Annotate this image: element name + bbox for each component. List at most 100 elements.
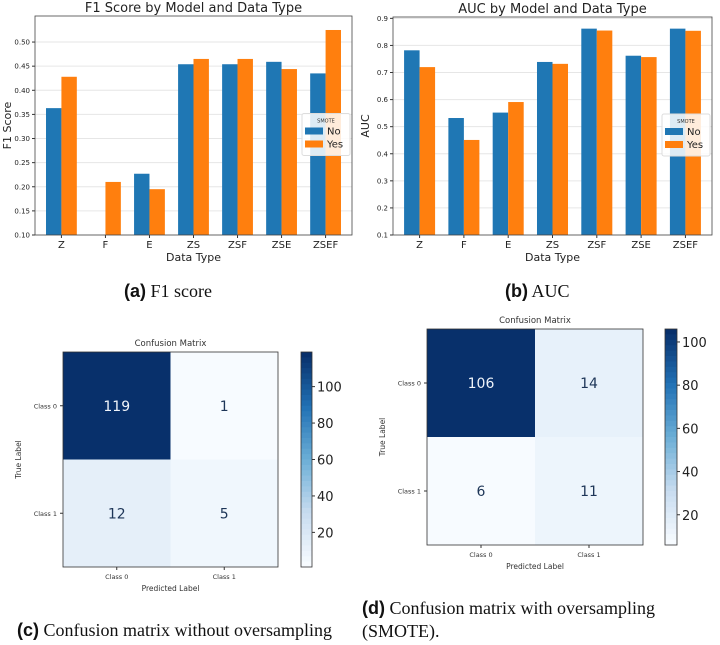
y-tick-label: 0.40 (14, 87, 30, 95)
bar-yes-z (419, 67, 436, 235)
x-axis-label: Predicted Label (142, 584, 200, 593)
x-tick-label: ZSEF (313, 240, 339, 251)
colorbar-segment (665, 350, 677, 357)
y-tick-label: 0.35 (14, 111, 30, 119)
y-tick-label: Class 0 (398, 380, 421, 388)
colorbar-segment (665, 356, 677, 362)
caption-text: AUC (531, 281, 570, 301)
legend-label: No (327, 127, 341, 138)
colorbar-segment (301, 411, 312, 418)
bar-yes-f (463, 139, 480, 235)
legend-title: SMOTE (677, 119, 695, 125)
colorbar-segment (665, 420, 677, 427)
cell-value: 106 (468, 376, 495, 392)
y-axis-label: AUC (359, 114, 372, 138)
colorbar-segment (301, 416, 312, 423)
colorbar-segment (301, 421, 312, 428)
y-tick-label: Class 0 (34, 402, 57, 410)
bar-no-zs (536, 61, 553, 235)
colorbar-segment (301, 475, 312, 482)
bar-no-z (404, 50, 420, 235)
colorbar-segment (301, 502, 312, 509)
y-tick-label: 0.6 (377, 96, 389, 104)
colorbar-segment (301, 395, 312, 401)
colorbar-tick-label: 40 (682, 466, 699, 481)
y-tick-label: Class 1 (34, 510, 57, 518)
plot-frame (34, 15, 353, 236)
x-tick-label: E (146, 240, 152, 251)
colorbar-segment (665, 518, 677, 524)
matrix-cell (63, 352, 171, 460)
matrix-cell (535, 329, 643, 437)
colorbar-segment (665, 534, 677, 541)
x-tick-label: Z (416, 240, 423, 251)
y-tick-label: 0.15 (14, 207, 30, 215)
bar-yes-e (149, 189, 165, 235)
cell-value: 12 (108, 506, 126, 522)
matrix-cell (535, 437, 643, 545)
y-tick-label: 0.9 (377, 15, 388, 23)
y-tick-label: Class 1 (398, 488, 421, 496)
matrix-frame (62, 351, 279, 568)
y-tick-label: 0.2 (377, 204, 388, 212)
matrix-title: Confusion Matrix (135, 339, 207, 349)
bar-yes-zs (552, 63, 569, 236)
colorbar-segment (665, 507, 677, 514)
matrix-cell (427, 329, 535, 437)
colorbar-segment (301, 507, 312, 514)
legend-label: Yes (686, 140, 703, 151)
legend-swatch-yes (305, 140, 323, 148)
y-tick-label: 0.3 (377, 177, 388, 185)
bar-no-f (448, 118, 464, 235)
bar-yes-zsf (237, 58, 253, 235)
colorbar-tick-label: 60 (682, 422, 699, 437)
caption-a: (a) F1 score (124, 281, 212, 302)
colorbar-segment (665, 383, 677, 389)
caption-tag: (d) (362, 598, 385, 618)
colorbar-segment (301, 405, 312, 412)
bar-no-zs (178, 64, 194, 235)
colorbar-segment (301, 550, 312, 557)
colorbar-segment (301, 491, 312, 498)
colorbar-segment (665, 329, 677, 335)
legend-swatch-yes (665, 141, 683, 148)
colorbar-segment (301, 486, 312, 493)
x-axis-label: Data Type (525, 251, 580, 264)
colorbar-segment (301, 400, 312, 407)
cell-value: 119 (103, 399, 130, 415)
colorbar-tick-label: 20 (317, 526, 334, 541)
legend-label: No (687, 127, 701, 138)
legend-title: SMOTE (317, 119, 335, 125)
caption-tag: (b) (505, 281, 528, 301)
colorbar-segment (665, 393, 677, 400)
colorbar-segment (665, 388, 677, 395)
y-tick-label: 0.20 (14, 183, 30, 191)
colorbar-segment (301, 556, 312, 563)
bar-yes-z (61, 76, 77, 235)
caption-text: Confusion matrix without oversampling (43, 620, 332, 640)
colorbar-segment (665, 453, 677, 460)
x-tick-label: Class 1 (213, 573, 236, 581)
bar-yes-e (508, 102, 524, 235)
colorbar-segment (301, 513, 312, 520)
y-tick-label: 0.5 (377, 123, 388, 131)
colorbar-segment (665, 404, 677, 411)
matrix-cell (170, 352, 278, 460)
colorbar-segment (665, 361, 677, 368)
colorbar-segment (301, 518, 312, 525)
colorbar-segment (301, 378, 312, 385)
colorbar-segment (665, 458, 677, 465)
colorbar-segment (301, 545, 312, 552)
x-tick-label: ZS (187, 240, 200, 251)
colorbar-segment (665, 512, 677, 519)
colorbar-segment (301, 384, 312, 391)
y-tick-label: 0.30 (14, 135, 30, 143)
matrix-title: Confusion Matrix (499, 316, 571, 326)
colorbar-segment (665, 442, 677, 449)
bar-no-zsf (581, 28, 597, 236)
cell-value: 14 (580, 376, 598, 392)
plot-frame (392, 16, 713, 236)
colorbar-segment (665, 366, 677, 373)
colorbar-segment (301, 443, 312, 450)
